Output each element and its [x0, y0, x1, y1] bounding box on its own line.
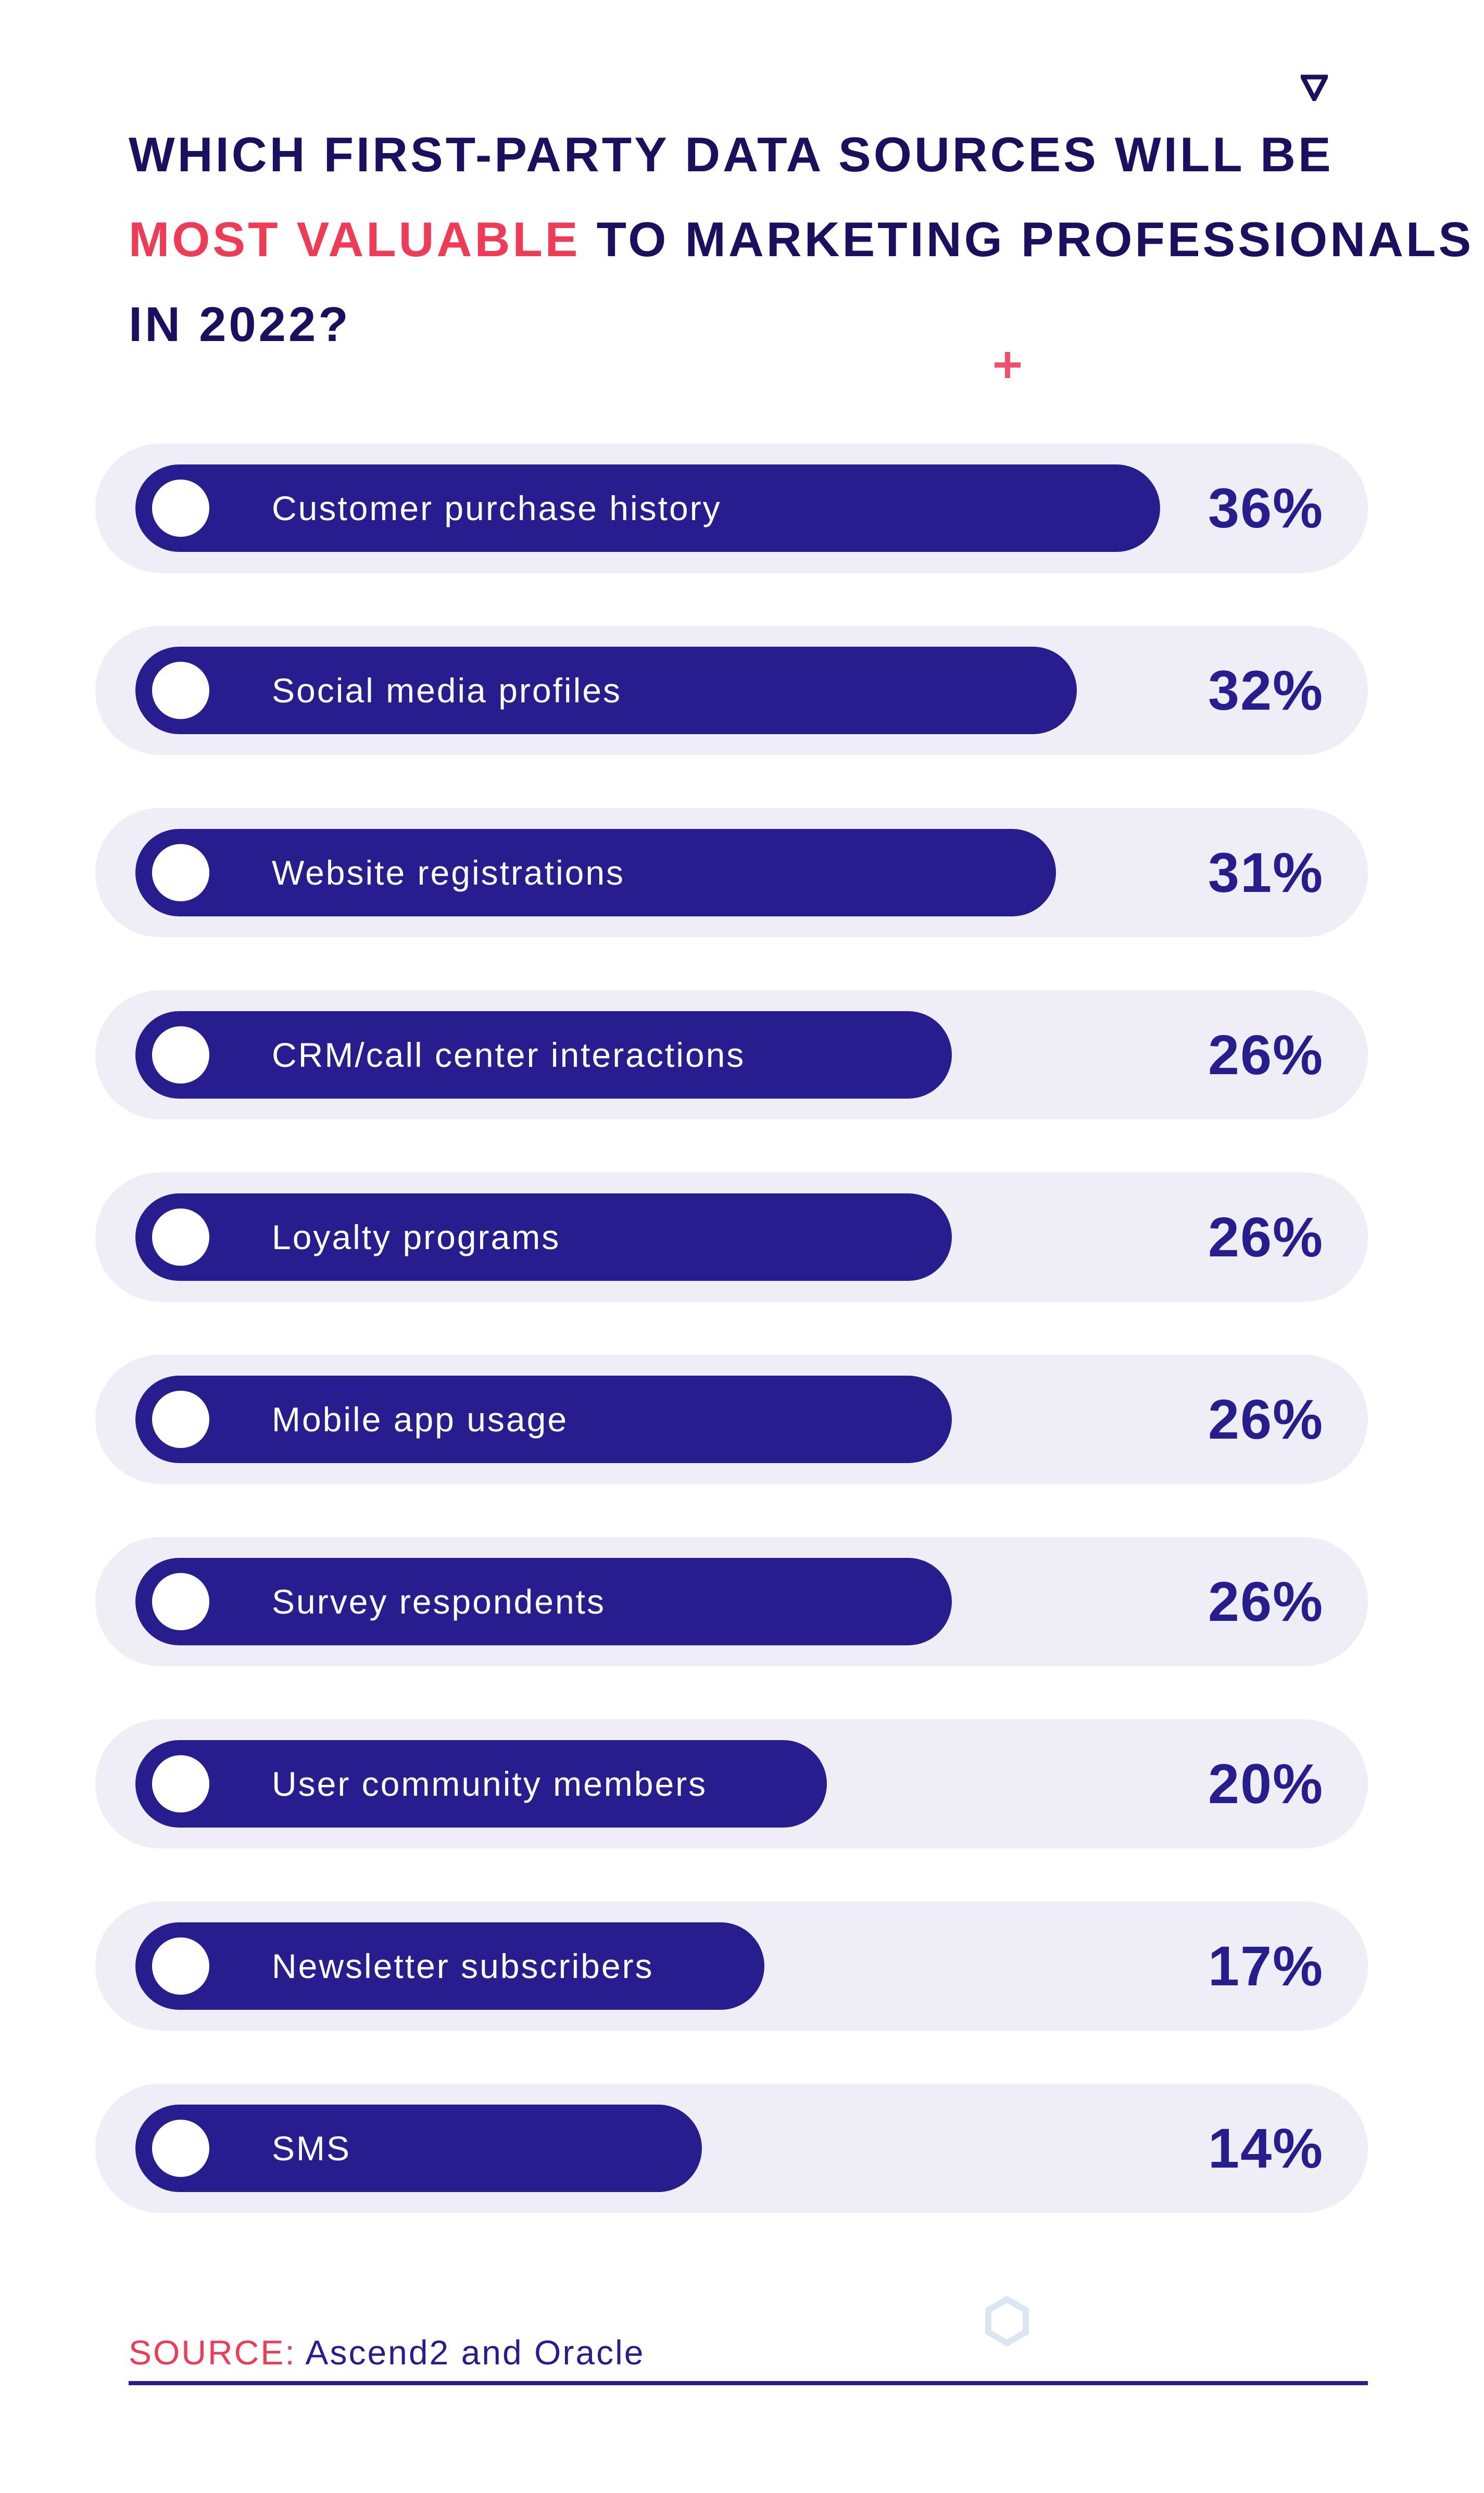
bar: User community members [135, 1740, 827, 1828]
bar-track: Newsletter subscribers 17% [95, 1902, 1368, 2031]
bar: CRM/call center interactions [135, 1011, 952, 1099]
footer-divider [129, 2381, 1368, 2385]
bar: Mobile app usage [135, 1376, 952, 1463]
circle-icon [152, 1937, 209, 1995]
data-label: 26% [1208, 1205, 1324, 1268]
bar-label: User community members [272, 1765, 708, 1803]
data-label: 14% [1208, 2117, 1324, 2180]
bar-label: Social media profiles [272, 671, 622, 710]
data-label: 36% [1208, 476, 1324, 539]
source-label: SOURCE: [129, 2333, 296, 2372]
circle-icon [152, 1026, 209, 1084]
circle-icon [152, 1391, 209, 1448]
source-value: Ascend2 and Oracle [305, 2333, 645, 2372]
bar-label: Loyalty programs [272, 1218, 561, 1256]
bar-label: Customer purchase history [272, 489, 722, 527]
source-note: SOURCE: Ascend2 and Oracle [129, 2333, 645, 2372]
circle-icon [152, 2120, 209, 2177]
bar-track: CRM/call center interactions 26% [95, 990, 1368, 1119]
plus-icon [995, 352, 1021, 378]
bar: Website registrations [135, 829, 1056, 916]
data-label: 31% [1208, 841, 1324, 904]
bar-label: Website registrations [272, 853, 625, 892]
triangle-icon [1301, 74, 1328, 101]
bar-label: SMS [272, 2129, 351, 2168]
bar: Customer purchase history [135, 464, 1160, 552]
title-text: Which first-party data sources will be [129, 127, 1334, 182]
bar-label: Mobile app usage [272, 1400, 569, 1439]
data-label: 26% [1208, 1023, 1324, 1086]
data-label: 26% [1208, 1388, 1324, 1451]
circle-icon [152, 1208, 209, 1266]
bar-track: SMS 14% [95, 2084, 1368, 2213]
title-text-end: to marketing professionals in 2022? [129, 212, 1474, 351]
bar-label: CRM/call center interactions [272, 1036, 746, 1074]
data-label: 26% [1208, 1570, 1324, 1633]
bar-track: Website registrations 31% [95, 808, 1368, 937]
data-label: 20% [1208, 1752, 1324, 1815]
circle-icon [152, 662, 209, 719]
circle-icon [152, 480, 209, 537]
bar: Social media profiles [135, 647, 1077, 734]
title-highlight: most valuable [129, 212, 581, 267]
bar: Survey respondents [135, 1558, 952, 1645]
bar-label: Newsletter subscribers [272, 1947, 654, 1985]
hexagon-icon [985, 2296, 1029, 2346]
bar: Loyalty programs [135, 1193, 952, 1281]
bar: SMS [135, 2105, 702, 2192]
circle-icon [152, 1755, 209, 1812]
bar-track: Mobile app usage 26% [95, 1355, 1368, 1484]
bar-track: Loyalty programs 26% [95, 1173, 1368, 1302]
bar-label: Survey respondents [272, 1582, 606, 1621]
bar: Newsletter subscribers [135, 1922, 764, 2010]
bar-track: User community members 20% [95, 1719, 1368, 1848]
data-label: 17% [1208, 1934, 1324, 1997]
bar-track: Social media profiles 32% [95, 626, 1368, 755]
circle-icon [152, 844, 209, 901]
bar-track: Survey respondents 26% [95, 1537, 1368, 1666]
chart-title: Which first-party data sources will be m… [129, 112, 1484, 367]
bar-track: Customer purchase history 36% [95, 444, 1368, 573]
circle-icon [152, 1573, 209, 1630]
data-label: 32% [1208, 659, 1324, 722]
